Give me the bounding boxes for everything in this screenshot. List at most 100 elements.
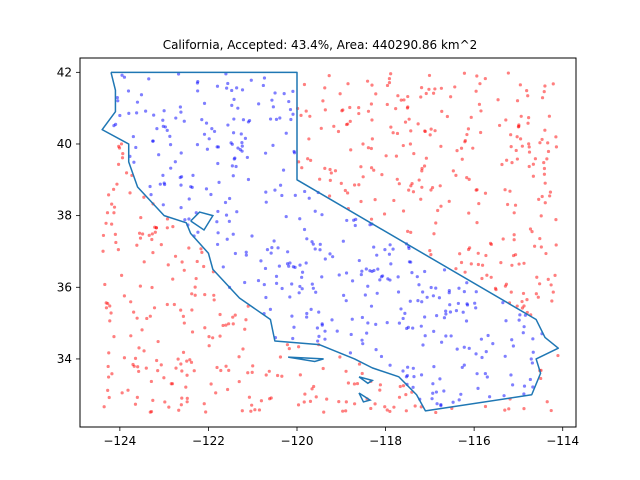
accepted-point xyxy=(341,239,345,243)
rejected-point xyxy=(520,144,524,148)
accepted-point xyxy=(271,105,275,109)
rejected-point xyxy=(227,368,231,372)
accepted-point xyxy=(350,279,355,283)
rejected-point xyxy=(468,246,472,250)
accepted-point xyxy=(510,338,514,342)
points-layer xyxy=(101,71,560,415)
rejected-point xyxy=(528,227,533,231)
rejected-point xyxy=(445,114,449,119)
rejected-point xyxy=(504,282,509,286)
rejected-point xyxy=(328,178,332,182)
accepted-point xyxy=(439,403,443,407)
accepted-point xyxy=(456,301,460,306)
rejected-point xyxy=(383,405,387,409)
rejected-point xyxy=(439,86,443,90)
rejected-point xyxy=(518,83,522,87)
rejected-point xyxy=(474,89,478,93)
accepted-point xyxy=(196,230,200,234)
rejected-point xyxy=(140,328,144,332)
rejected-point xyxy=(101,249,105,253)
rejected-point xyxy=(327,74,331,78)
accepted-point xyxy=(300,275,304,279)
accepted-point xyxy=(310,240,314,244)
rejected-point xyxy=(440,109,444,113)
accepted-point xyxy=(411,385,415,389)
rejected-point xyxy=(148,314,152,318)
rejected-point xyxy=(151,398,155,402)
accepted-point xyxy=(271,143,275,147)
accepted-point xyxy=(407,246,411,250)
rejected-point xyxy=(488,241,493,246)
accepted-point xyxy=(305,237,309,241)
accepted-point xyxy=(435,402,439,406)
rejected-point xyxy=(357,362,362,366)
accepted-point xyxy=(378,278,382,282)
accepted-point xyxy=(503,354,507,358)
rejected-point xyxy=(406,229,410,233)
rejected-point xyxy=(392,198,396,203)
rejected-point xyxy=(439,144,443,148)
rejected-point xyxy=(224,364,228,368)
rejected-point xyxy=(477,201,481,206)
rejected-point xyxy=(544,251,548,256)
rejected-point xyxy=(483,404,488,409)
rejected-point xyxy=(483,191,488,195)
rejected-point xyxy=(533,157,538,161)
accepted-point xyxy=(147,77,151,81)
rejected-point xyxy=(122,356,127,360)
accepted-point xyxy=(169,166,173,170)
accepted-point xyxy=(369,304,374,308)
accepted-point xyxy=(491,342,495,346)
rejected-point xyxy=(463,140,467,144)
accepted-point xyxy=(246,120,251,124)
accepted-point xyxy=(272,239,276,243)
rejected-point xyxy=(427,87,431,91)
rejected-point xyxy=(420,166,424,171)
accepted-point xyxy=(388,363,392,367)
accepted-point xyxy=(233,251,237,256)
accepted-point xyxy=(257,102,261,106)
rejected-point xyxy=(306,157,310,161)
rejected-point xyxy=(156,369,160,373)
accepted-point xyxy=(278,116,282,120)
rejected-point xyxy=(454,173,458,177)
accepted-point xyxy=(484,349,488,354)
rejected-point xyxy=(540,137,544,142)
accepted-point xyxy=(161,203,165,207)
rejected-point xyxy=(144,366,148,370)
rejected-point xyxy=(171,225,175,229)
rejected-point xyxy=(551,82,555,86)
rejected-point xyxy=(408,142,413,146)
rejected-point xyxy=(380,173,384,177)
rejected-point xyxy=(504,118,508,122)
rejected-point xyxy=(385,83,390,88)
rejected-point xyxy=(506,71,510,75)
rejected-point xyxy=(449,95,453,99)
accepted-point xyxy=(375,253,379,257)
rejected-point xyxy=(142,260,146,264)
rejected-point xyxy=(478,82,482,86)
accepted-point xyxy=(423,315,427,319)
rejected-point xyxy=(145,316,149,321)
rejected-point xyxy=(533,244,537,248)
rejected-point xyxy=(136,365,140,369)
rejected-point xyxy=(538,141,542,145)
rejected-point xyxy=(199,247,203,251)
rejected-point xyxy=(147,233,151,237)
accepted-point xyxy=(259,259,263,263)
accepted-point xyxy=(256,278,261,283)
rejected-point xyxy=(120,391,124,395)
rejected-point xyxy=(369,406,373,411)
accepted-point xyxy=(270,246,274,250)
rejected-point xyxy=(395,131,400,136)
accepted-point xyxy=(317,334,321,338)
rejected-point xyxy=(103,282,107,287)
rejected-point xyxy=(341,409,345,413)
rejected-point xyxy=(396,94,400,98)
accepted-point xyxy=(309,307,313,311)
rejected-point xyxy=(503,408,507,412)
rejected-point xyxy=(268,397,272,401)
accepted-point xyxy=(290,282,294,286)
accepted-point xyxy=(262,282,266,287)
rejected-point xyxy=(453,85,457,89)
